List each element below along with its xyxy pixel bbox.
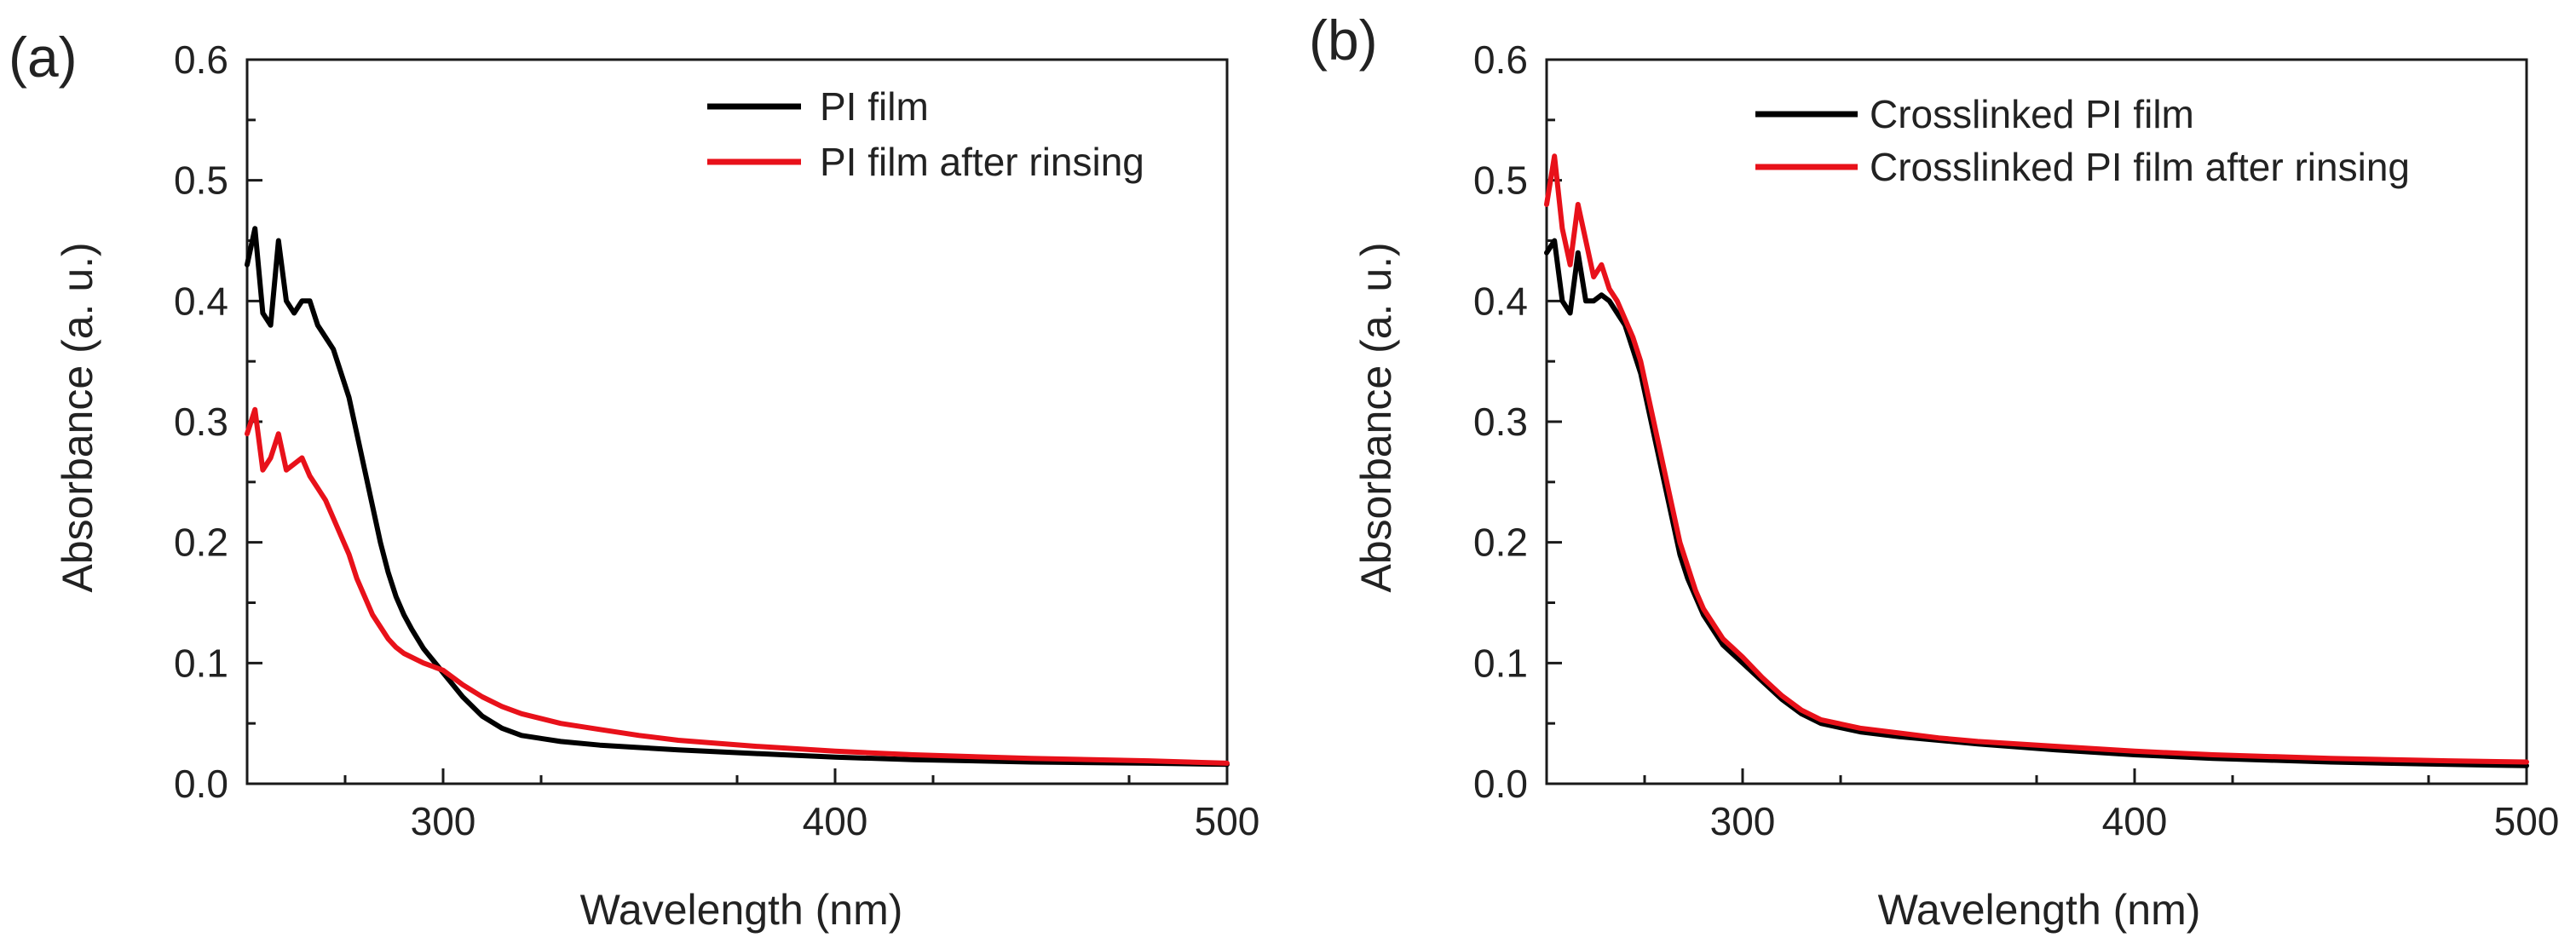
- legend: PI film PI film after rinsing: [707, 84, 1144, 184]
- y-tick-label: 0.6: [174, 37, 228, 82]
- legend-label-crosslinked-pi-film: Crosslinked PI film: [1870, 92, 2194, 136]
- y-tick-label: 0.5: [1473, 158, 1528, 203]
- y-tick-label: 0.2: [174, 521, 228, 565]
- legend-label-pi-film: PI film: [820, 84, 929, 129]
- series-line-crosslinked-pi-film: [1544, 238, 2529, 768]
- y-axis-title: Absorbance (a. u.): [54, 242, 101, 592]
- x-tick-label: 300: [411, 799, 476, 843]
- x-tick-label: 400: [2102, 799, 2168, 843]
- y-tick-label: 0.3: [174, 400, 228, 444]
- y-tick-label: 0.2: [1473, 521, 1528, 565]
- y-tick-label: 0.0: [174, 762, 228, 806]
- y-tick-label: 0.1: [1473, 641, 1528, 685]
- y-tick-label: 0.5: [174, 158, 228, 203]
- legend: Crosslinked PI film Crosslinked PI film …: [1755, 92, 2410, 189]
- x-tick-label: 500: [2494, 799, 2560, 843]
- legend-label-crosslinked-pi-film-after-rinsing: Crosslinked PI film after rinsing: [1870, 145, 2410, 189]
- chart-panel-a: (a) Absorbance (a. u.) Wavelength (nm) 0…: [9, 26, 1259, 934]
- series-line-pi-film: [245, 226, 1230, 768]
- y-tick-label: 0.6: [1473, 37, 1528, 82]
- y-tick-label: 0.0: [1473, 762, 1528, 806]
- y-tick-label: 0.3: [1473, 400, 1528, 444]
- legend-label-pi-film-after-rinsing: PI film after rinsing: [820, 140, 1144, 184]
- panel-label: (b): [1309, 9, 1378, 72]
- x-tick-label: 300: [1710, 799, 1776, 843]
- x-axis-title: Wavelength (nm): [1878, 886, 2201, 934]
- panel-label: (a): [9, 26, 78, 89]
- y-axis-title: Absorbance (a. u.): [1352, 242, 1400, 592]
- x-tick-label: 500: [1195, 799, 1260, 843]
- chart-panel-b: (b) Absorbance (a. u.) Wavelength (nm) 0…: [1309, 9, 2559, 934]
- series-line-pi-film-after-rinsing: [245, 406, 1230, 766]
- x-tick-label: 400: [803, 799, 868, 843]
- series-line-crosslinked-pi-film-after-rinsing: [1544, 153, 2529, 765]
- y-tick-label: 0.1: [174, 641, 228, 685]
- y-tick-label: 0.4: [1473, 279, 1528, 323]
- y-tick-label: 0.4: [174, 279, 228, 323]
- x-axis-title: Wavelength (nm): [580, 886, 903, 934]
